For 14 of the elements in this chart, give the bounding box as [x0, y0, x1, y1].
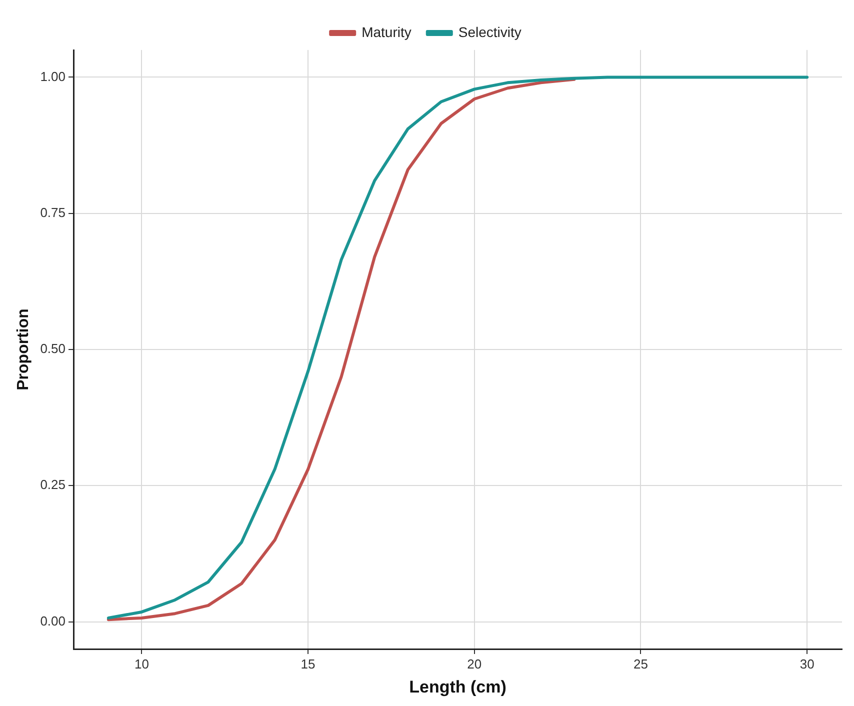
x-tick-label: 20 — [467, 656, 482, 672]
y-tick-label: 0.50 — [40, 341, 66, 356]
y-tick-label: 0.25 — [40, 477, 66, 492]
x-tick-label: 25 — [633, 656, 648, 672]
y-tick-label: 1.00 — [40, 68, 66, 84]
y-axis-title: Proportion — [15, 308, 32, 390]
y-tick-label: 0.00 — [40, 613, 66, 628]
x-tick-label: 10 — [134, 656, 149, 672]
y-tick-label: 0.75 — [40, 204, 66, 220]
legend-label: Maturity — [362, 24, 412, 40]
x-axis-title: Length (cm) — [409, 677, 506, 696]
legend-label: Selectivity — [458, 24, 522, 40]
x-tick-label: 30 — [800, 656, 814, 672]
x-tick-label: 15 — [300, 656, 316, 672]
